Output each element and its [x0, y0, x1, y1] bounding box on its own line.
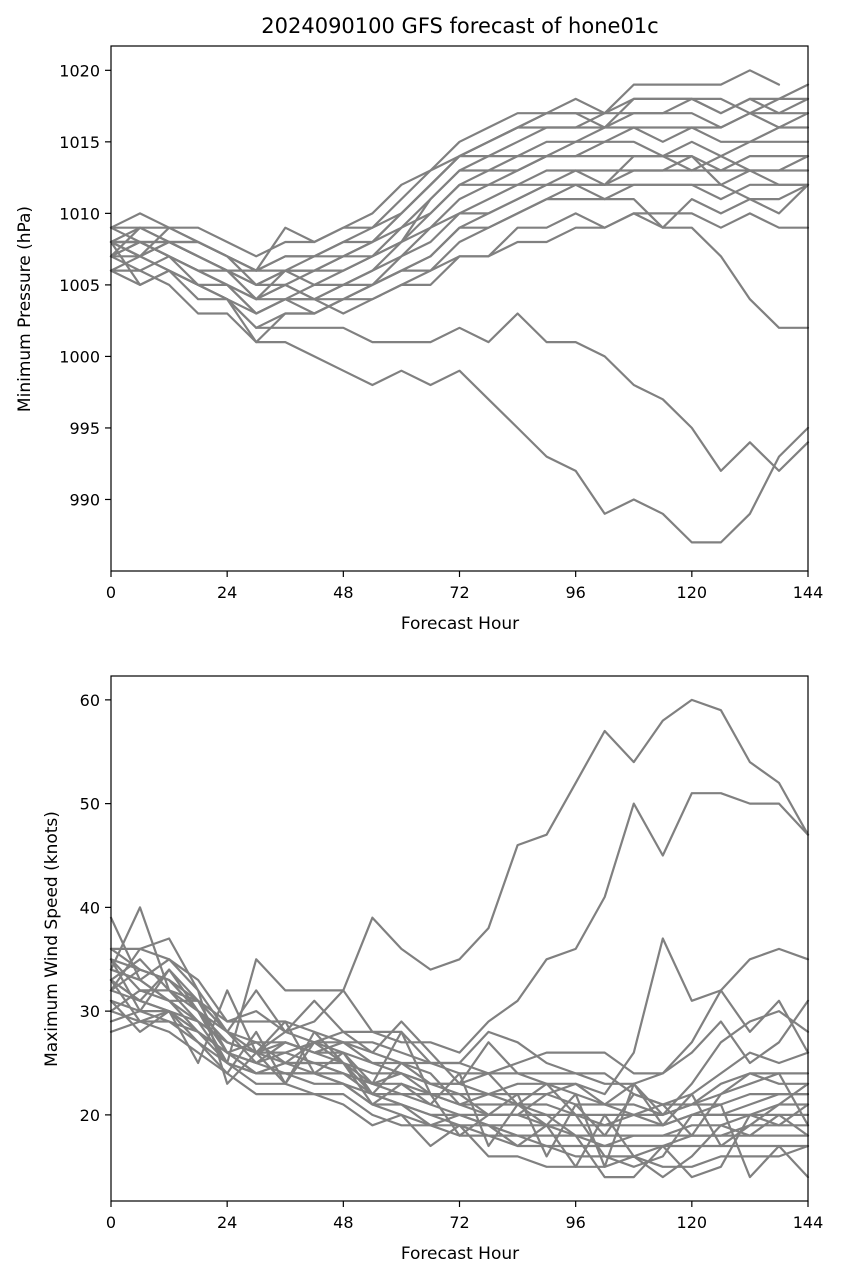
wind-x-axis-label: Forecast Hour	[401, 1244, 519, 1264]
wind-series-line-19	[109, 958, 810, 1179]
pressure-x-tick-label: 0	[106, 583, 116, 602]
wind-x-tick-label: 48	[333, 1213, 353, 1232]
wind-x-tick-label: 120	[677, 1213, 708, 1232]
wind-y-axis-label: Maximum Wind Speed (knots)	[42, 811, 62, 1067]
wind-series-line-22	[109, 978, 810, 1168]
pressure-y-axis-label: Minimum Pressure (hPa)	[15, 206, 35, 412]
pressure-x-tick-label: 72	[449, 583, 469, 602]
wind-y-tick-label: 20	[80, 1106, 100, 1125]
pressure-y-ticks: 990 995 1000 1005 1010 1015 1020	[59, 61, 111, 509]
pressure-y-tick-label: 990	[69, 490, 100, 509]
wind-panel: 0 24 48 72 96 120 144 20 30 40 50 60 Forecast Hour…	[42, 675, 823, 1264]
pressure-y-tick-label: 1000	[59, 347, 100, 366]
pressure-y-tick-label: 1005	[59, 276, 100, 295]
pressure-y-tick-label: 995	[69, 419, 100, 438]
pressure-x-tick-label: 120	[677, 583, 708, 602]
wind-series-group	[109, 698, 810, 1179]
wind-x-ticks: 0 24 48 72 96 120 144	[106, 1201, 823, 1232]
wind-y-ticks: 20 30 40 50 60	[80, 691, 111, 1125]
wind-y-tick-label: 30	[80, 1002, 100, 1021]
pressure-x-tick-label: 48	[333, 583, 353, 602]
pressure-y-tick-label: 1015	[59, 133, 100, 152]
wind-x-tick-label: 144	[793, 1213, 824, 1232]
wind-series-line-21	[109, 989, 810, 1158]
wind-series-line-20	[109, 947, 810, 1179]
wind-y-tick-label: 60	[80, 691, 100, 710]
wind-x-tick-label: 72	[449, 1213, 469, 1232]
pressure-y-tick-label: 1010	[59, 204, 100, 223]
pressure-panel: 2024090100 GFS forecast of hone01c 0 24 48…	[15, 14, 823, 634]
pressure-x-tick-label: 96	[565, 583, 585, 602]
wind-x-tick-label: 0	[106, 1213, 116, 1232]
chart-title: 2024090100 GFS forecast of hone01c	[261, 14, 658, 38]
pressure-x-tick-label: 24	[217, 583, 237, 602]
pressure-x-axis-label: Forecast Hour	[401, 614, 519, 634]
wind-x-tick-label: 24	[217, 1213, 237, 1232]
pressure-series-group	[109, 69, 810, 544]
pressure-x-ticks: 0 24 48 72 96 120 144	[106, 571, 823, 602]
pressure-series-line-17	[109, 83, 810, 301]
pressure-series-line-19	[109, 155, 810, 329]
pressure-series-line-18	[109, 183, 810, 344]
wind-x-tick-label: 96	[565, 1213, 585, 1232]
wind-y-tick-label: 40	[80, 898, 100, 917]
wind-y-tick-label: 50	[80, 795, 100, 814]
pressure-series-line-16	[109, 69, 781, 272]
pressure-y-tick-label: 1020	[59, 61, 100, 80]
pressure-x-tick-label: 144	[793, 583, 824, 602]
